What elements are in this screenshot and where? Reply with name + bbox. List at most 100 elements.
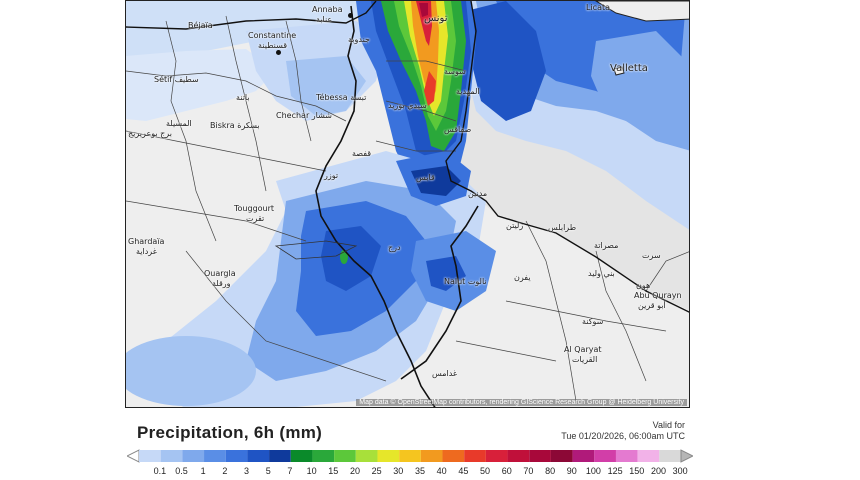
scale-label: 80	[545, 466, 556, 476]
label-setif: Sétif سطيف	[154, 75, 199, 84]
scale-swatch	[377, 450, 400, 462]
label-constantine-ar: قسنطينة	[258, 41, 288, 50]
country-borders	[315, 5, 479, 407]
precip-magenta	[419, 3, 428, 17]
label-touggourt: Touggourt	[234, 204, 275, 213]
valid-time-block: Valid for Tue 01/20/2026, 06:00am UTC	[561, 420, 685, 442]
label-medenine: مدنين	[468, 189, 488, 198]
label-misrata: مصراتة	[594, 241, 619, 250]
scale-arrow-left	[125, 449, 140, 463]
scale-swatch	[355, 450, 378, 462]
sicily-coast	[595, 1, 689, 22]
label-alqaryat: Al Qaryat	[564, 345, 602, 354]
label-nalut: Nalut نالوت	[444, 277, 487, 286]
label-sirte: سرت	[642, 251, 661, 260]
label-zliten: زليتن	[506, 221, 524, 230]
color-scale-bar	[125, 449, 695, 463]
scale-label: 0.1	[153, 466, 167, 476]
scale-label: 125	[607, 466, 623, 476]
scale-label: 2	[222, 466, 228, 476]
label-annaba-ar: عنابة	[316, 15, 333, 24]
scale-swatch	[312, 450, 335, 462]
label-chechar: Chechar ششار	[276, 111, 332, 120]
scale-label: 100	[585, 466, 601, 476]
label-sokna: سوكنة	[582, 317, 604, 326]
scale-label: 30	[393, 466, 404, 476]
label-ouargla: Ouargla	[204, 269, 236, 278]
label-constantine: Constantine	[248, 31, 297, 40]
label-annaba: Annaba	[312, 5, 343, 14]
scale-label: 300	[672, 466, 688, 476]
scale-swatch	[529, 450, 551, 462]
label-licata: Licata	[586, 3, 611, 12]
scale-swatch	[204, 450, 226, 462]
province-boundaries	[126, 15, 689, 402]
valid-time: Tue 01/20/2026, 06:00am UTC	[561, 431, 685, 441]
scale-swatch	[139, 450, 161, 462]
scale-swatch	[334, 450, 356, 462]
precip-bottom-left	[126, 336, 256, 406]
scale-swatch	[594, 450, 616, 462]
label-tebessa: Tébessa تبسة	[316, 93, 367, 102]
valid-label: Valid for	[652, 420, 685, 430]
label-msila: المسيلة	[166, 119, 192, 128]
scale-swatch	[290, 450, 313, 462]
scale-label: 5	[265, 466, 271, 476]
color-scale: 0.1 0.5 1 2 3 5 7 10 15 20 25 30 35 40 45 50 60 70 80 90 100…	[125, 446, 695, 480]
label-ghardaia-ar: غرداية	[136, 247, 157, 256]
label-bejaia: Béjaïa	[188, 21, 213, 30]
scale-label: 70	[523, 466, 534, 476]
label-mahdia: المهدية	[456, 87, 480, 96]
label-valletta: Valletta	[610, 63, 648, 74]
label-jendouba: جندوبة	[348, 35, 370, 44]
label-batna: باتنة	[236, 93, 250, 102]
scale-label: 0.5	[175, 466, 188, 476]
scale-label: 90	[566, 466, 577, 476]
malta-island	[613, 66, 625, 76]
label-derj: درج	[388, 243, 401, 252]
precip-red-south	[424, 71, 436, 106]
label-sousse: سوسة	[444, 67, 466, 76]
scale-label: 10	[306, 466, 317, 476]
chott-djerid	[274, 240, 358, 260]
precipitation-map[interactable]: Annaba عنابة Béjaïa Constantine قسنطينة …	[125, 0, 690, 408]
city-dot	[276, 50, 281, 55]
scale-label: 150	[629, 466, 645, 476]
precip-mid-center	[286, 56, 366, 116]
scale-swatch	[442, 450, 465, 462]
map-canvas	[126, 1, 689, 407]
label-sidibouzid: سيدي بوزيد	[388, 101, 427, 110]
scale-swatch	[659, 450, 681, 462]
scale-swatch	[269, 450, 291, 462]
label-tunis: تونس	[424, 13, 448, 24]
scale-swatch	[485, 450, 508, 462]
label-gafsa: قفصة	[352, 149, 372, 158]
city-dot	[348, 13, 353, 18]
scale-label: 60	[501, 466, 512, 476]
scale-label: 7	[287, 466, 293, 476]
scale-label: 35	[414, 466, 426, 476]
label-gabes: قابس	[416, 173, 435, 182]
scale-arrow-right	[680, 449, 695, 463]
precip-light-nw	[126, 49, 276, 121]
label-sfax: صفاقس	[444, 125, 472, 134]
scale-swatch	[464, 450, 486, 462]
scale-swatch	[399, 450, 421, 462]
scale-swatch	[507, 450, 530, 462]
label-ghadames: غدامس	[432, 369, 458, 378]
label-yafran: يفرن	[514, 273, 531, 282]
precip-green-dot	[340, 250, 348, 264]
scale-swatch	[550, 450, 573, 462]
chart-title: Precipitation, 6h (mm)	[137, 423, 323, 442]
label-bani-walid: بني وليد	[588, 269, 615, 278]
scale-swatch	[420, 450, 443, 462]
precip-dark-east	[466, 1, 546, 121]
scale-label: 3	[244, 466, 250, 476]
precip-malta	[591, 31, 686, 131]
scale-label: 40	[436, 466, 447, 476]
scale-swatch	[225, 450, 248, 462]
scale-label: 1	[200, 466, 206, 476]
label-bordj: برج بوعريريج	[128, 129, 172, 138]
scale-label: 20	[349, 466, 360, 476]
scale-label: 45	[458, 466, 469, 476]
